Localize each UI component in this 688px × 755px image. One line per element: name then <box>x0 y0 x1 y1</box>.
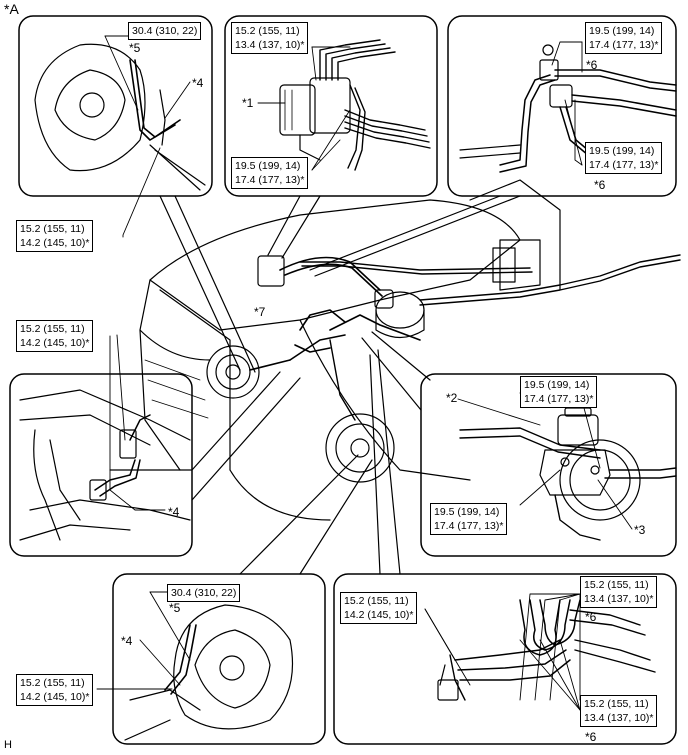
torque-spec-box: 19.5 (199, 14) 17.4 (177, 13)* <box>430 503 508 535</box>
footer-code: H <box>4 739 12 751</box>
torque-spec-box: 15.2 (155, 11) 13.4 (137, 10)* <box>231 22 309 54</box>
torque-spec-box: 15.2 (155, 11) 13.4 (137, 10)* <box>580 576 658 608</box>
torque-spec-box: 30.4 (310, 22) <box>167 584 241 602</box>
panel-7-drawing <box>437 599 656 701</box>
callout-6-lower-mid: *6 <box>585 610 597 624</box>
panel-4-leaders <box>109 334 166 511</box>
figure-label: *A <box>4 1 19 17</box>
callout-2: *2 <box>446 391 458 405</box>
panel-2-leaders <box>257 46 351 171</box>
torque-spec-box: 19.5 (199, 14) 17.4 (177, 13)* <box>585 22 663 54</box>
callout-6-bottom: *6 <box>585 730 597 744</box>
panel-6-drawing <box>124 604 294 741</box>
torque-spec-box: 15.2 (155, 11) 14.2 (145, 10)* <box>16 320 94 352</box>
panel-1-drawing <box>34 43 206 191</box>
torque-spec-box: 30.4 (310, 22) <box>128 22 202 40</box>
callout-5-top: *5 <box>129 41 141 55</box>
panel-5-drawing <box>459 407 677 541</box>
panel-3-leaders <box>551 41 583 166</box>
callout-1: *1 <box>242 96 254 110</box>
callout-3: *3 <box>634 523 646 537</box>
panel-2-drawing <box>279 39 431 171</box>
callout-5-bottom: *5 <box>169 601 181 615</box>
callout-4-top: *4 <box>192 76 204 90</box>
callout-6-upper-mid: *6 <box>594 178 606 192</box>
torque-spec-box: 15.2 (155, 11) 14.2 (145, 10)* <box>16 674 94 706</box>
panel-borders <box>9 15 677 745</box>
panel-1-leaders <box>104 35 191 238</box>
torque-spec-box: 19.5 (199, 14) 17.4 (177, 13)* <box>231 157 309 189</box>
torque-spec-box: 15.2 (155, 11) 14.2 (145, 10)* <box>340 592 418 624</box>
panel-6-leaders <box>96 591 191 690</box>
callout-6-top: *6 <box>586 58 598 72</box>
callout-4-bottom: *4 <box>121 634 133 648</box>
torque-spec-box: 15.2 (155, 11) 13.4 (137, 10)* <box>580 695 658 727</box>
torque-spec-box: 19.5 (199, 14) 17.4 (177, 13)* <box>585 142 663 174</box>
callout-4-mid: *4 <box>168 505 180 519</box>
panel-4-drawing <box>19 389 191 541</box>
panel-7-leaders <box>424 593 581 711</box>
zoom-lines <box>109 195 521 575</box>
torque-spec-box: 19.5 (199, 14) 17.4 (177, 13)* <box>520 376 598 408</box>
vehicle-outline <box>139 179 681 521</box>
callout-7: *7 <box>254 305 266 319</box>
torque-spec-box: 15.2 (155, 11) 14.2 (145, 10)* <box>16 220 94 252</box>
